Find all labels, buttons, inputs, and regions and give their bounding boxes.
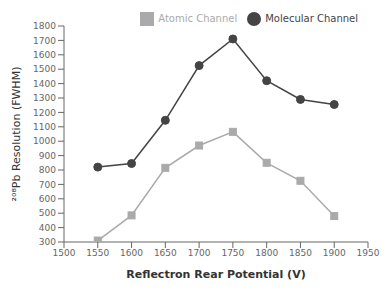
svg-text:1700: 1700	[188, 248, 211, 258]
svg-text:1700: 1700	[33, 36, 56, 46]
svg-text:1600: 1600	[33, 50, 56, 60]
svg-text:400: 400	[39, 223, 56, 233]
svg-text:1600: 1600	[120, 248, 143, 258]
svg-text:1200: 1200	[33, 108, 56, 118]
svg-text:1400: 1400	[33, 79, 56, 89]
svg-text:900: 900	[39, 151, 56, 161]
svg-text:1500: 1500	[53, 248, 76, 258]
svg-text:1850: 1850	[289, 248, 312, 258]
svg-text:1800: 1800	[255, 248, 278, 258]
svg-text:500: 500	[39, 208, 56, 218]
svg-text:600: 600	[39, 194, 56, 204]
svg-text:Reflectron Rear Potential (V): Reflectron Rear Potential (V)	[126, 268, 305, 281]
svg-text:²⁰⁸Pb Resolution (FWHM): ²⁰⁸Pb Resolution (FWHM)	[10, 67, 23, 202]
svg-text:700: 700	[39, 180, 56, 190]
svg-text:1800: 1800	[33, 21, 56, 31]
svg-text:1750: 1750	[221, 248, 244, 258]
svg-text:1000: 1000	[33, 136, 56, 146]
html-text:Atomic Channel: Atomic Channel	[158, 13, 238, 24]
svg-text:300: 300	[39, 237, 56, 247]
svg-text:1500: 1500	[33, 64, 56, 74]
svg-text:1950: 1950	[357, 248, 380, 258]
svg-text:1900: 1900	[323, 248, 346, 258]
html-text:Molecular Channel: Molecular Channel	[265, 13, 358, 24]
svg-text:1550: 1550	[86, 248, 109, 258]
svg-text:1300: 1300	[33, 93, 56, 103]
svg-text:1650: 1650	[154, 248, 177, 258]
svg-text:800: 800	[39, 165, 56, 175]
svg-text:1100: 1100	[33, 122, 56, 132]
